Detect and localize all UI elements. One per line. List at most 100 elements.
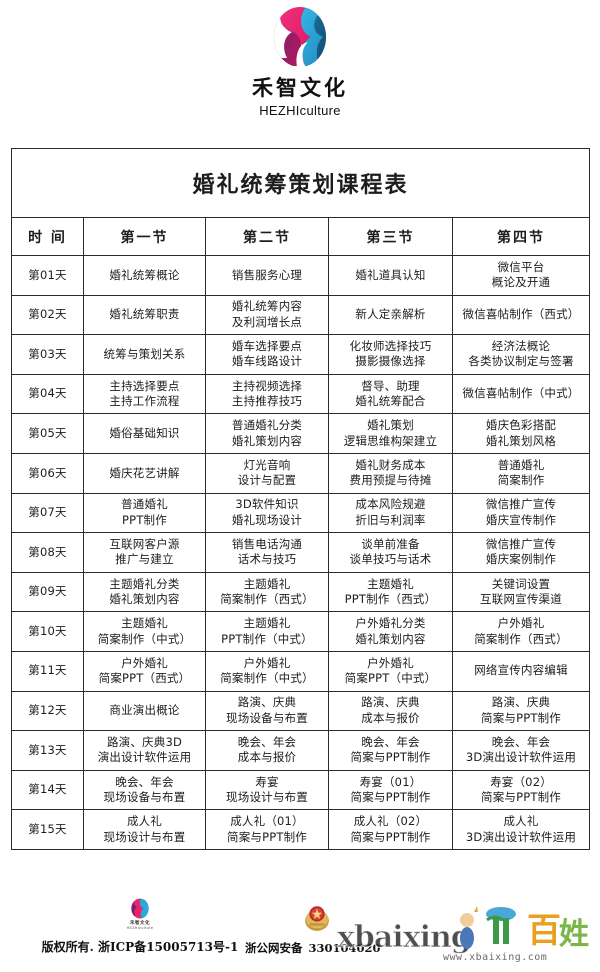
cell-line: 3D软件知识 <box>235 497 299 512</box>
cell-line: 谈单前准备 <box>361 536 420 551</box>
cell-line: 路演、庆典 <box>361 695 420 710</box>
cell-line: 简案制作（西式） <box>220 592 314 607</box>
table-row: 第02天 婚礼统筹职责 婚礼统筹内容 及利润增长点 新人定亲解析 微信喜帖制作（西式） <box>11 294 590 336</box>
cell-day: 第04天 <box>11 373 84 415</box>
table-row: 第05天 婚俗基础知识 普通婚礼分类 婚礼策划内容 婚礼策划 逻辑思维构架建立 婚庆色彩搭配… <box>11 413 590 454</box>
cell-line: 网络宣传内容编辑 <box>474 663 568 678</box>
cell-line: 户外婚礼 <box>243 655 291 670</box>
cell-line: 寿宴（02） <box>490 774 552 789</box>
cell-line: 微信推广宣传 <box>485 497 557 512</box>
cell-session-2: 主题婚礼 PPT制作（中式） <box>205 611 329 652</box>
cell-line: 户外婚礼 <box>367 655 414 670</box>
cell-line: 简案制作 <box>497 473 545 488</box>
cell-session-3: 督导、助理 婚礼统筹配合 <box>328 373 453 415</box>
table-row: 第10天 主题婚礼 简案制作（中式） 主题婚礼 PPT制作（中式） 户外婚礼分类 婚礼策划内… <box>11 611 590 652</box>
cell-line: PPT制作（中式） <box>221 631 313 646</box>
cell-line: 寿宴 <box>255 774 279 789</box>
cell-line: 费用预提与待摊 <box>349 473 432 488</box>
cell-line: 婚庆花艺讲解 <box>109 465 180 480</box>
cell-session-4: 关键词设置 互联网宣传渠道 <box>452 571 590 613</box>
column-header-session-2: 第二节 <box>205 217 329 256</box>
cell-day: 第06天 <box>11 452 84 494</box>
cell-line: 婚礼统筹内容 <box>231 299 303 314</box>
cell-session-2: 婚礼统筹内容 及利润增长点 <box>205 294 329 336</box>
table-row: 第08天 互联网客户源 推广与建立 销售电话沟通 话术与技巧 谈单前准备 谈单技巧与话术 微信… <box>11 532 590 573</box>
gov-record-row: 浙公网安备 330104020 <box>245 940 381 956</box>
cell-line: 成人礼 <box>503 814 539 829</box>
column-header-session-3: 第三节 <box>328 217 453 256</box>
cell-line: 婚礼现场设计 <box>231 512 303 527</box>
cell-line: 主持工作流程 <box>109 394 180 409</box>
cell-line: 简案与PPT制作 <box>350 750 431 765</box>
cell-line: 成本与报价 <box>237 750 297 765</box>
cell-line: 成人礼（01） <box>230 814 304 829</box>
cell-session-3: 户外婚礼 简案PPT（中式） <box>328 650 453 692</box>
brand-name-en: HEZHIculture <box>259 103 341 118</box>
cell-session-1: 婚礼统筹概论 <box>83 255 206 296</box>
cell-line: 设计与配置 <box>237 473 297 488</box>
cell-line: 简案与PPT制作 <box>227 829 307 844</box>
cell-line: 婚庆色彩搭配 <box>485 418 557 433</box>
cell-session-1: 主题婚礼分类 婚礼策划内容 <box>83 571 206 613</box>
cell-line: 灯光音响 <box>243 457 291 472</box>
cell-line: 婚礼财务成本 <box>355 457 426 472</box>
cell-line: 3D演出设计软件运用 <box>465 829 577 844</box>
cell-line: 经济法概论 <box>491 338 551 353</box>
cell-line: 婚礼策划内容 <box>355 631 426 646</box>
table-row: 第03天 统筹与策划关系 婚车选择要点 婚车线路设计 化妆师选择技巧 摄影摄像选择 经济法概… <box>11 334 590 375</box>
cell-session-3: 成本风险规避 折旧与利润率 <box>328 492 453 534</box>
cell-line: 成人礼（02） <box>353 814 428 829</box>
footer-brand-name-cn: 禾智文化 <box>130 921 150 926</box>
cell-session-1: 婚庆花艺讲解 <box>83 452 206 494</box>
cell-line: 成本风险规避 <box>355 497 426 512</box>
table-title-row: 婚礼统筹策划课程表 <box>11 148 590 218</box>
cell-line: 路演、庆典 <box>491 695 551 710</box>
police-badge-icon <box>305 906 329 931</box>
cell-line: 逻辑思维构架建立 <box>343 433 438 448</box>
cell-line: 现场设计与布置 <box>103 829 186 844</box>
cell-session-4: 微信平台 概论及开通 <box>452 255 590 296</box>
cell-session-1: 普通婚礼 PPT制作 <box>83 492 206 534</box>
brand-header: 禾智文化 HEZHIculture <box>0 0 600 118</box>
cell-session-2: 主题婚礼 简案制作（西式） <box>205 571 329 613</box>
gov-record-label: 浙公网安备 <box>245 941 303 955</box>
cell-day: 第07天 <box>11 492 84 534</box>
cell-line: 婚车线路设计 <box>231 354 303 369</box>
cell-session-4: 网络宣传内容编辑 <box>452 650 590 692</box>
cell-session-4: 路演、庆典 简案与PPT制作 <box>452 690 590 732</box>
hezhi-swirl-logo-small-icon <box>131 898 149 919</box>
cell-session-2: 户外婚礼 简案制作（中式） <box>205 650 329 692</box>
cell-line: 婚礼策划风格 <box>485 433 557 448</box>
cell-session-1: 统筹与策划关系 <box>83 334 206 375</box>
cell-line: 晚会、年会 <box>237 734 297 749</box>
cell-session-2: 销售服务心理 <box>205 255 329 296</box>
footer-copyright-block: 禾智文化 HEZHIculture 版权所有. 浙ICP备15005713号-1 <box>20 898 260 955</box>
cell-day: 第05天 <box>11 413 84 454</box>
table-row: 第14天 晚会、年会 现场设备与布置 寿宴 现场设计与布置 寿宴（01） 简案与PPT制作寿… <box>11 769 590 811</box>
cell-session-1: 成人礼 现场设计与布置 <box>83 809 206 850</box>
cell-day: 第02天 <box>11 294 84 336</box>
cell-day: 第11天 <box>11 650 84 692</box>
cell-line: 简案PPT（西式） <box>98 671 191 686</box>
cell-line: 微信喜帖制作（中式） <box>462 386 580 401</box>
cell-line: 及利润增长点 <box>231 314 303 329</box>
table-row: 第04天 主持选择要点 主持工作流程 主持视频选择 主持推荐技巧 督导、助理 婚礼统筹配合微… <box>11 373 590 415</box>
brand-name-cn: 禾智文化 <box>252 76 348 100</box>
cell-line: 婚礼统筹概论 <box>109 267 180 282</box>
table-row: 第15天 成人礼 现场设计与布置 成人礼（01） 简案与PPT制作 成人礼（02） 简案与P… <box>11 809 590 850</box>
cell-line: 概论及开通 <box>491 275 551 290</box>
cell-line: 晚会、年会 <box>361 734 420 749</box>
cell-line: 婚车选择要点 <box>231 338 303 353</box>
cell-line: 简案制作（中式） <box>220 671 314 686</box>
cell-session-4: 成人礼 3D演出设计软件运用 <box>452 809 590 850</box>
cell-line: 简案PPT（中式） <box>344 671 437 686</box>
cell-line: 简案与PPT制作 <box>481 790 561 805</box>
cell-session-2: 主持视频选择 主持推荐技巧 <box>205 373 329 415</box>
cell-line: 简案制作（西式） <box>474 631 568 646</box>
cell-line: 主持选择要点 <box>109 378 180 393</box>
table-row: 第01天 婚礼统筹概论 销售服务心理 婚礼道具认知 微信平台 概论及开通 <box>11 255 590 296</box>
cell-session-1: 婚俗基础知识 <box>83 413 206 454</box>
cell-session-1: 晚会、年会 现场设备与布置 <box>83 769 206 811</box>
cell-line: 婚礼策划 <box>367 418 414 433</box>
cell-line: 简案与PPT制作 <box>350 829 431 844</box>
